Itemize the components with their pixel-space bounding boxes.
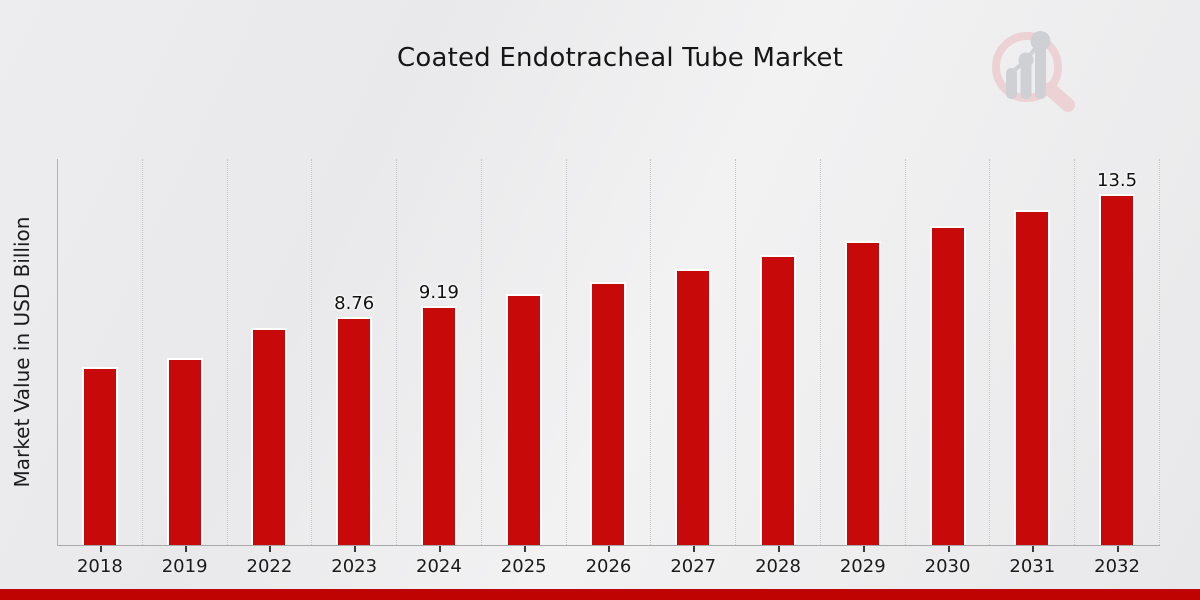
x-tick-label-2025: 2025 (500, 556, 547, 577)
chart-column-2025: 2025 (482, 159, 567, 577)
chart-column-2028: 2028 (736, 159, 821, 577)
bar-2030 (929, 226, 966, 545)
chart-column-2031: 2031 (990, 159, 1076, 577)
x-tick-label-2029: 2029 (839, 556, 886, 577)
value-label-2024: 9.19 (418, 282, 459, 303)
chart-column-2022: 2022 (228, 159, 313, 577)
y-axis-label: Market Value in USD Billion (10, 216, 34, 488)
x-axis-tick (1032, 546, 1035, 552)
bar-2024 (420, 306, 457, 545)
magnifier-barchart-watermark-icon (992, 31, 1075, 112)
x-tick-label-2027: 2027 (670, 556, 717, 577)
chart-column-2018: 2018 (58, 159, 143, 577)
x-axis-tick (778, 546, 780, 552)
chart-column-2029: 2029 (821, 159, 906, 577)
bar-2018 (81, 367, 118, 545)
x-tick-label-2031: 2031 (1009, 556, 1056, 577)
chart-column-2026: 2026 (567, 159, 652, 577)
x-axis-tick (184, 546, 187, 552)
value-label-2032: 13.5 (1097, 170, 1138, 191)
bar-2022 (251, 328, 288, 545)
x-tick-label-2032: 2032 (1094, 556, 1140, 577)
x-axis-tick (269, 546, 272, 552)
chart-column-2030: 2030 (906, 159, 991, 577)
bar-2029 (844, 241, 881, 545)
plot-area: 2018 2019 2022 8.76 2023 9.19 2024 2025 2026 2027… (57, 159, 1160, 577)
x-tick-label-2024: 2024 (416, 556, 462, 577)
x-axis-tick (99, 546, 102, 552)
value-label-2023: 8.76 (334, 293, 375, 314)
bar-2032 (1099, 194, 1136, 545)
x-axis-tick (438, 546, 441, 552)
bar-2027 (675, 269, 712, 545)
x-tick-label-2022: 2022 (246, 556, 293, 577)
chart-column-2027: 2027 (651, 159, 737, 577)
x-tick-label-2023: 2023 (331, 556, 378, 577)
bar-2025 (505, 294, 542, 545)
x-tick-label-2030: 2030 (924, 556, 971, 577)
x-axis-tick (862, 546, 865, 552)
x-axis-tick (608, 546, 611, 552)
x-tick-label-2028: 2028 (755, 556, 801, 577)
bar-2028 (760, 255, 796, 545)
chart-column-2019: 2019 (143, 159, 228, 577)
chart-column-2023: 8.76 2023 (312, 159, 398, 577)
x-axis-tick (523, 546, 526, 552)
x-tick-label-2018: 2018 (76, 556, 123, 577)
x-axis-tick (947, 546, 950, 552)
bar-2031 (1014, 210, 1051, 545)
x-axis-tick (693, 546, 696, 552)
bar-2023 (336, 317, 373, 545)
bottom-accent-band (0, 589, 1200, 600)
x-tick-label-2019: 2019 (161, 556, 208, 577)
chart-title: Coated Endotracheal Tube Market (396, 43, 844, 73)
chart-column-2024: 9.19 2024 (397, 159, 482, 577)
x-axis-tick (1117, 546, 1120, 552)
x-tick-label-2026: 2026 (585, 556, 632, 577)
chart-column-2032: 13.5 2032 (1075, 159, 1160, 577)
bar-2019 (166, 358, 203, 545)
bar-2026 (590, 282, 627, 545)
x-axis-tick (354, 546, 357, 552)
